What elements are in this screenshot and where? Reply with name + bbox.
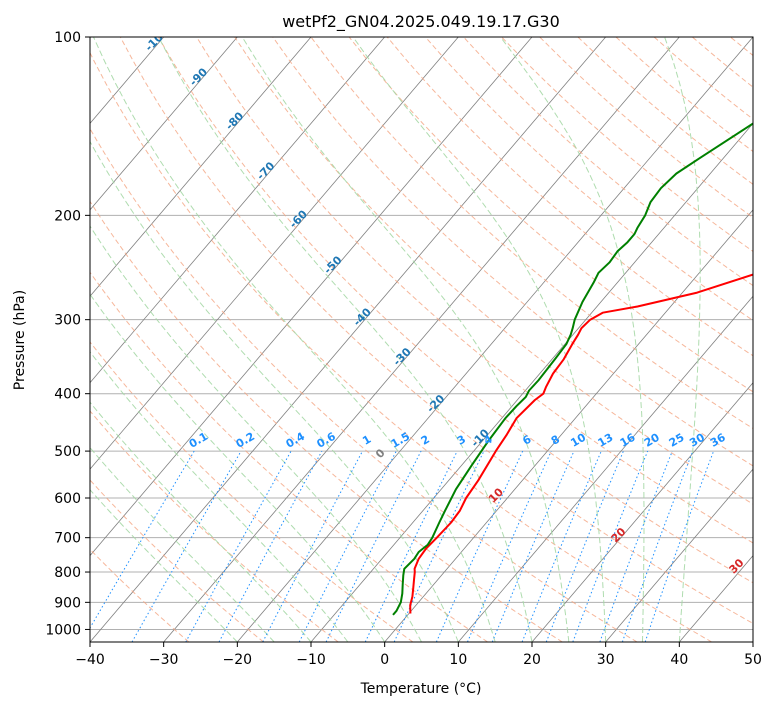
dewpoint-profile-line [392, 122, 753, 616]
moist-adiabat-line [664, 37, 701, 642]
isotherm-line [458, 295, 753, 642]
dry-adiabat-line [90, 271, 488, 642]
isotherm-line [531, 382, 753, 642]
dry-adiabat-line [90, 410, 339, 642]
temperature-profile-line [409, 273, 753, 614]
x-axis-title: Temperature (°C) [360, 681, 482, 697]
plot-frame [89, 36, 754, 643]
moist-adiabat-line [90, 293, 386, 642]
isobar-grid [90, 37, 753, 630]
mixing-ratio-line [491, 450, 575, 642]
mixing-ratio-line [298, 450, 397, 642]
x-tick-label: −10 [296, 652, 326, 668]
moist-adiabat-line [90, 140, 459, 642]
dry-adiabat-line [90, 200, 563, 642]
mixing-ratio-line [572, 450, 649, 642]
mixing-ratio-line [621, 450, 694, 642]
isotherm-line [605, 468, 753, 642]
y-tick-label: 900 [54, 595, 81, 611]
y-tick-label: 200 [54, 208, 81, 224]
x-axis-ticks: −40 −30 −20 −10 0 10 20 30 40 50 [75, 642, 762, 668]
dry-adiabat-line [425, 37, 753, 322]
mixing-ratio-line [467, 450, 552, 642]
dry-adiabat-line [272, 37, 753, 467]
isotherm-line [90, 37, 459, 470]
x-tick-label: 40 [670, 652, 688, 668]
dry-adiabat-line [196, 37, 753, 544]
y-axis-ticks: 100 200 300 400 500 600 700 800 900 1000 [45, 30, 90, 638]
y-tick-label: 300 [54, 313, 81, 329]
dry-adiabat-line [90, 479, 264, 642]
dry-adiabat-line [463, 37, 753, 287]
x-tick-label: 20 [523, 652, 541, 668]
x-tick-label: 0 [380, 652, 389, 668]
moist-adiabat-line [500, 37, 645, 642]
sounding-series [392, 122, 753, 616]
dry-adiabat-line [119, 37, 753, 624]
y-tick-label: 1000 [45, 622, 81, 638]
mixing-ratio-line [435, 450, 524, 642]
mixing-ratio-lines [90, 450, 715, 642]
moist-adiabat-line [90, 488, 238, 642]
y-tick-label: 800 [54, 565, 81, 581]
moist-adiabat-line [90, 225, 422, 642]
skewed-isotherms [90, 37, 753, 642]
isotherm-line [163, 37, 680, 642]
moist-adiabat-line [241, 37, 570, 642]
isotherm-line [90, 37, 533, 557]
y-axis-title: Pressure (hPa) [12, 290, 28, 390]
dry-adiabat-line [234, 37, 753, 505]
dry-adiabat-line [157, 37, 753, 584]
y-tick-label: 700 [54, 531, 81, 547]
x-tick-label: 30 [597, 652, 615, 668]
x-tick-label: 10 [449, 652, 467, 668]
mixing-ratio-line [599, 450, 673, 642]
isotherm-line [90, 37, 385, 384]
x-tick-label: −30 [149, 652, 179, 668]
chart-title: wetPf2_GN04.2025.049.19.17.G30 [282, 12, 560, 32]
mixing-ratio-line [325, 450, 422, 642]
moist-adiabat-line [158, 37, 533, 642]
dry-adiabat-line [386, 37, 753, 357]
dry-adiabat-line [90, 127, 638, 642]
moist-adiabat-line [352, 37, 607, 642]
y-tick-label: 100 [54, 30, 81, 46]
isotherm-line [237, 37, 753, 642]
plot-area: -100-90-80-70-60-50-40-30-20-100.1 0.2 0.4… [90, 37, 753, 642]
moist-adiabat-line [90, 401, 312, 642]
isotherm-line [384, 209, 753, 642]
x-tick-label: −20 [223, 652, 253, 668]
moist-adiabat-line [90, 446, 275, 642]
y-tick-label: 500 [54, 444, 81, 460]
isotherm-line [90, 37, 312, 297]
y-tick-label: 600 [54, 491, 81, 507]
moist-adiabat-line [90, 351, 349, 642]
mixing-ratio-line [185, 450, 292, 642]
isotherm-line [90, 37, 238, 211]
y-tick-label: 400 [54, 387, 81, 403]
moist-adiabat-line [93, 37, 496, 642]
mixing-ratio-line [521, 450, 602, 642]
x-tick-label: 50 [744, 652, 762, 668]
dry-adiabat-line [310, 37, 753, 430]
mixing-ratio-line [545, 450, 624, 642]
x-tick-label: −40 [75, 652, 105, 668]
moist-adiabats [90, 37, 701, 642]
mixing-ratio-line [644, 450, 715, 642]
mixing-ratio-line [218, 450, 323, 642]
